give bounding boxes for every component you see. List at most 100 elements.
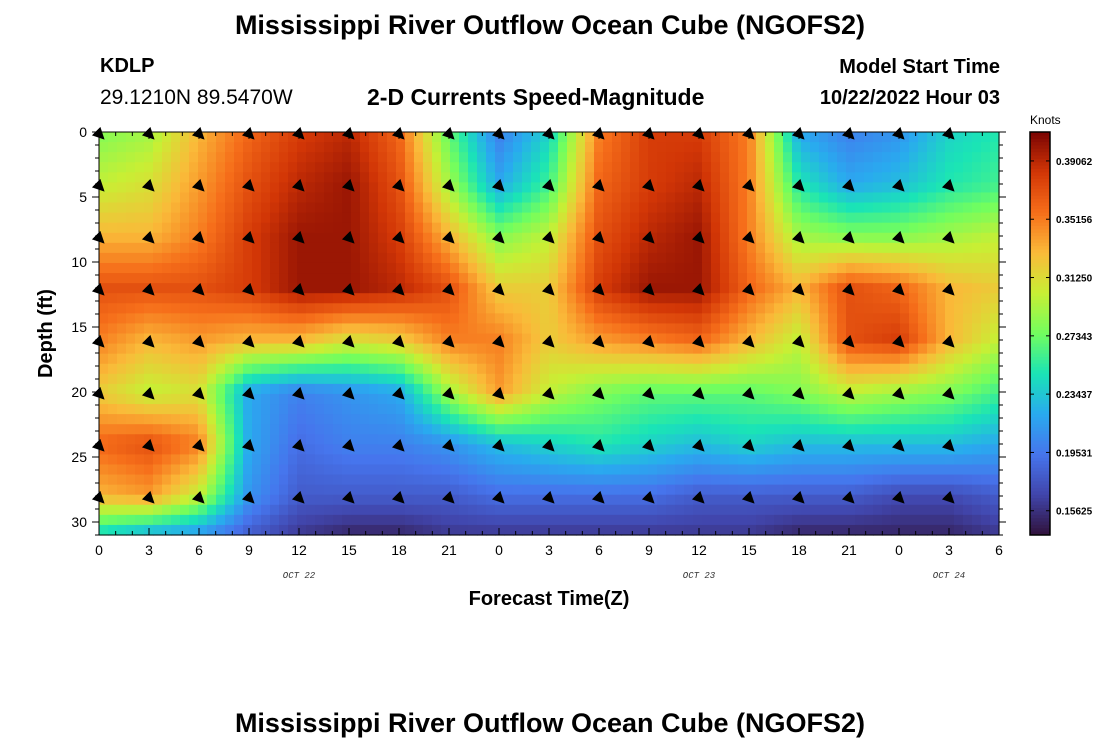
y-tick-label: 20 [71,384,87,400]
x-tick-label: 12 [691,542,707,558]
heat-cell [99,474,109,486]
heat-cell [621,414,631,425]
heat-cell [900,373,910,385]
heat-cell [324,333,334,345]
chart-title: Mississippi River Outflow Ocean Cube (NG… [234,10,866,40]
heat-cell [432,353,442,365]
heat-cell [684,182,694,194]
heat-cell [720,313,730,325]
heat-cell [702,484,712,496]
heat-cell [207,343,217,355]
heat-cell [369,142,379,153]
heat-cell [360,132,370,143]
heat-cell [567,474,577,486]
heat-cell [918,172,928,183]
heat-cell [756,313,766,325]
heat-cell [963,303,973,314]
heat-cell [270,524,280,536]
heat-cell [864,444,874,455]
heat-cell [117,283,127,294]
colorbar-segment [1030,477,1050,482]
heat-cell [585,283,595,294]
heat-cell [225,303,235,314]
heat-cell [837,424,847,435]
heat-cell [900,182,910,194]
heat-cell [432,152,442,163]
heat-cell [729,454,739,466]
heat-cell [900,353,910,365]
heat-cell [855,182,865,194]
heat-cell [423,353,433,365]
colorbar-segment [1030,138,1050,143]
heat-cell [171,232,181,244]
heat-cell [603,313,613,325]
heat-cell [720,373,730,385]
heat-cell [990,252,1000,264]
heat-cell [351,232,361,244]
heat-cell [162,283,172,294]
heat-cell [540,323,550,335]
heat-cell [927,404,937,415]
heat-cell [234,273,244,284]
heat-cell [873,132,883,143]
heat-cell [135,404,145,415]
heat-cell [765,222,775,234]
heat-cell [360,504,370,516]
heat-cell [936,474,946,486]
heat-cell [225,313,235,325]
heat-cell [468,353,478,365]
heat-cell [450,454,460,466]
heat-cell [720,182,730,194]
heat-cell [270,283,280,294]
heat-cell [729,323,739,335]
heat-cell [513,273,523,284]
heat-cell [432,232,442,244]
heat-cell [171,434,181,445]
heat-cell [837,132,847,143]
heat-cell [792,353,802,365]
heat-cell [720,514,730,526]
heat-cell [153,313,163,325]
heat-cell [468,303,478,314]
heat-cell [513,494,523,506]
heat-cell [666,424,676,435]
heat-cell [486,242,496,254]
heat-cell [729,293,739,304]
heat-cell [252,373,262,385]
heat-cell [765,313,775,325]
heat-cell [693,152,703,163]
heat-cell [297,434,307,445]
heat-cell [603,363,613,375]
heat-cell [378,363,388,375]
heat-cell [657,152,667,163]
heat-cell [684,172,694,183]
current-arrow [741,438,755,452]
heat-cell [837,252,847,264]
heat-cell [153,393,163,405]
heat-cell [774,363,784,375]
heat-cell [297,212,307,224]
heat-cell [387,242,397,254]
heat-cell [270,132,280,143]
heat-cell [549,383,559,395]
heat-cell [315,494,325,506]
heat-cell [729,303,739,314]
heat-cell [234,132,244,143]
heat-cell [612,232,622,244]
heat-cell [333,514,343,526]
heat-cell [729,504,739,516]
heat-cell [171,454,181,466]
heat-cell [405,313,415,325]
heat-cell [936,424,946,435]
heat-cell [837,162,847,173]
heat-cell [837,172,847,183]
heat-cell [171,283,181,294]
heat-cell [126,212,136,224]
heat-cell [351,323,361,335]
heat-cell [342,252,352,264]
heat-cell [279,313,289,325]
heat-cell [198,424,208,435]
heat-cell [351,262,361,274]
heat-cell [981,383,991,395]
heat-cell [702,132,712,143]
